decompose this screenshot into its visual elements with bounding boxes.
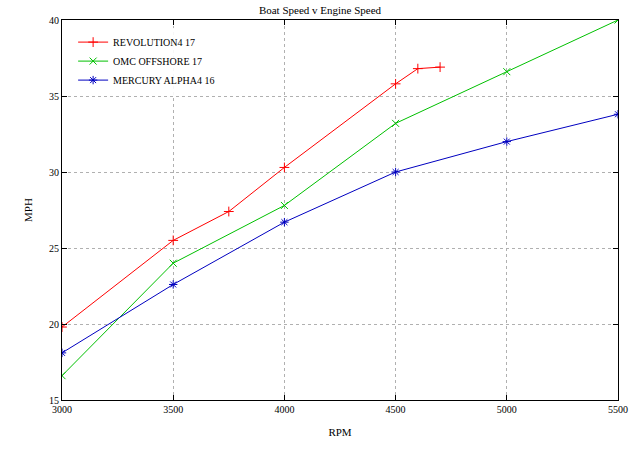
svg-text:4500: 4500: [386, 404, 406, 415]
svg-text:15: 15: [49, 395, 59, 406]
svg-text:40: 40: [49, 15, 59, 26]
svg-text:20: 20: [49, 319, 59, 330]
svg-text:25: 25: [49, 243, 59, 254]
svg-text:RPM: RPM: [328, 426, 351, 438]
svg-text:5000: 5000: [497, 404, 517, 415]
svg-text:35: 35: [49, 91, 59, 102]
svg-text:3000: 3000: [52, 404, 72, 415]
svg-text:MPH: MPH: [22, 198, 34, 222]
svg-text:REVOLUTION4 17: REVOLUTION4 17: [113, 37, 195, 48]
svg-text:OMC OFFSHORE 17: OMC OFFSHORE 17: [113, 56, 202, 67]
svg-text:4000: 4000: [274, 404, 294, 415]
svg-text:Boat Speed v Engine Speed: Boat Speed v Engine Speed: [259, 4, 382, 16]
svg-text:5500: 5500: [608, 404, 628, 415]
svg-text:30: 30: [49, 167, 59, 178]
svg-text:3500: 3500: [163, 404, 183, 415]
svg-text:MERCURY ALPHA4 16: MERCURY ALPHA4 16: [113, 75, 214, 86]
